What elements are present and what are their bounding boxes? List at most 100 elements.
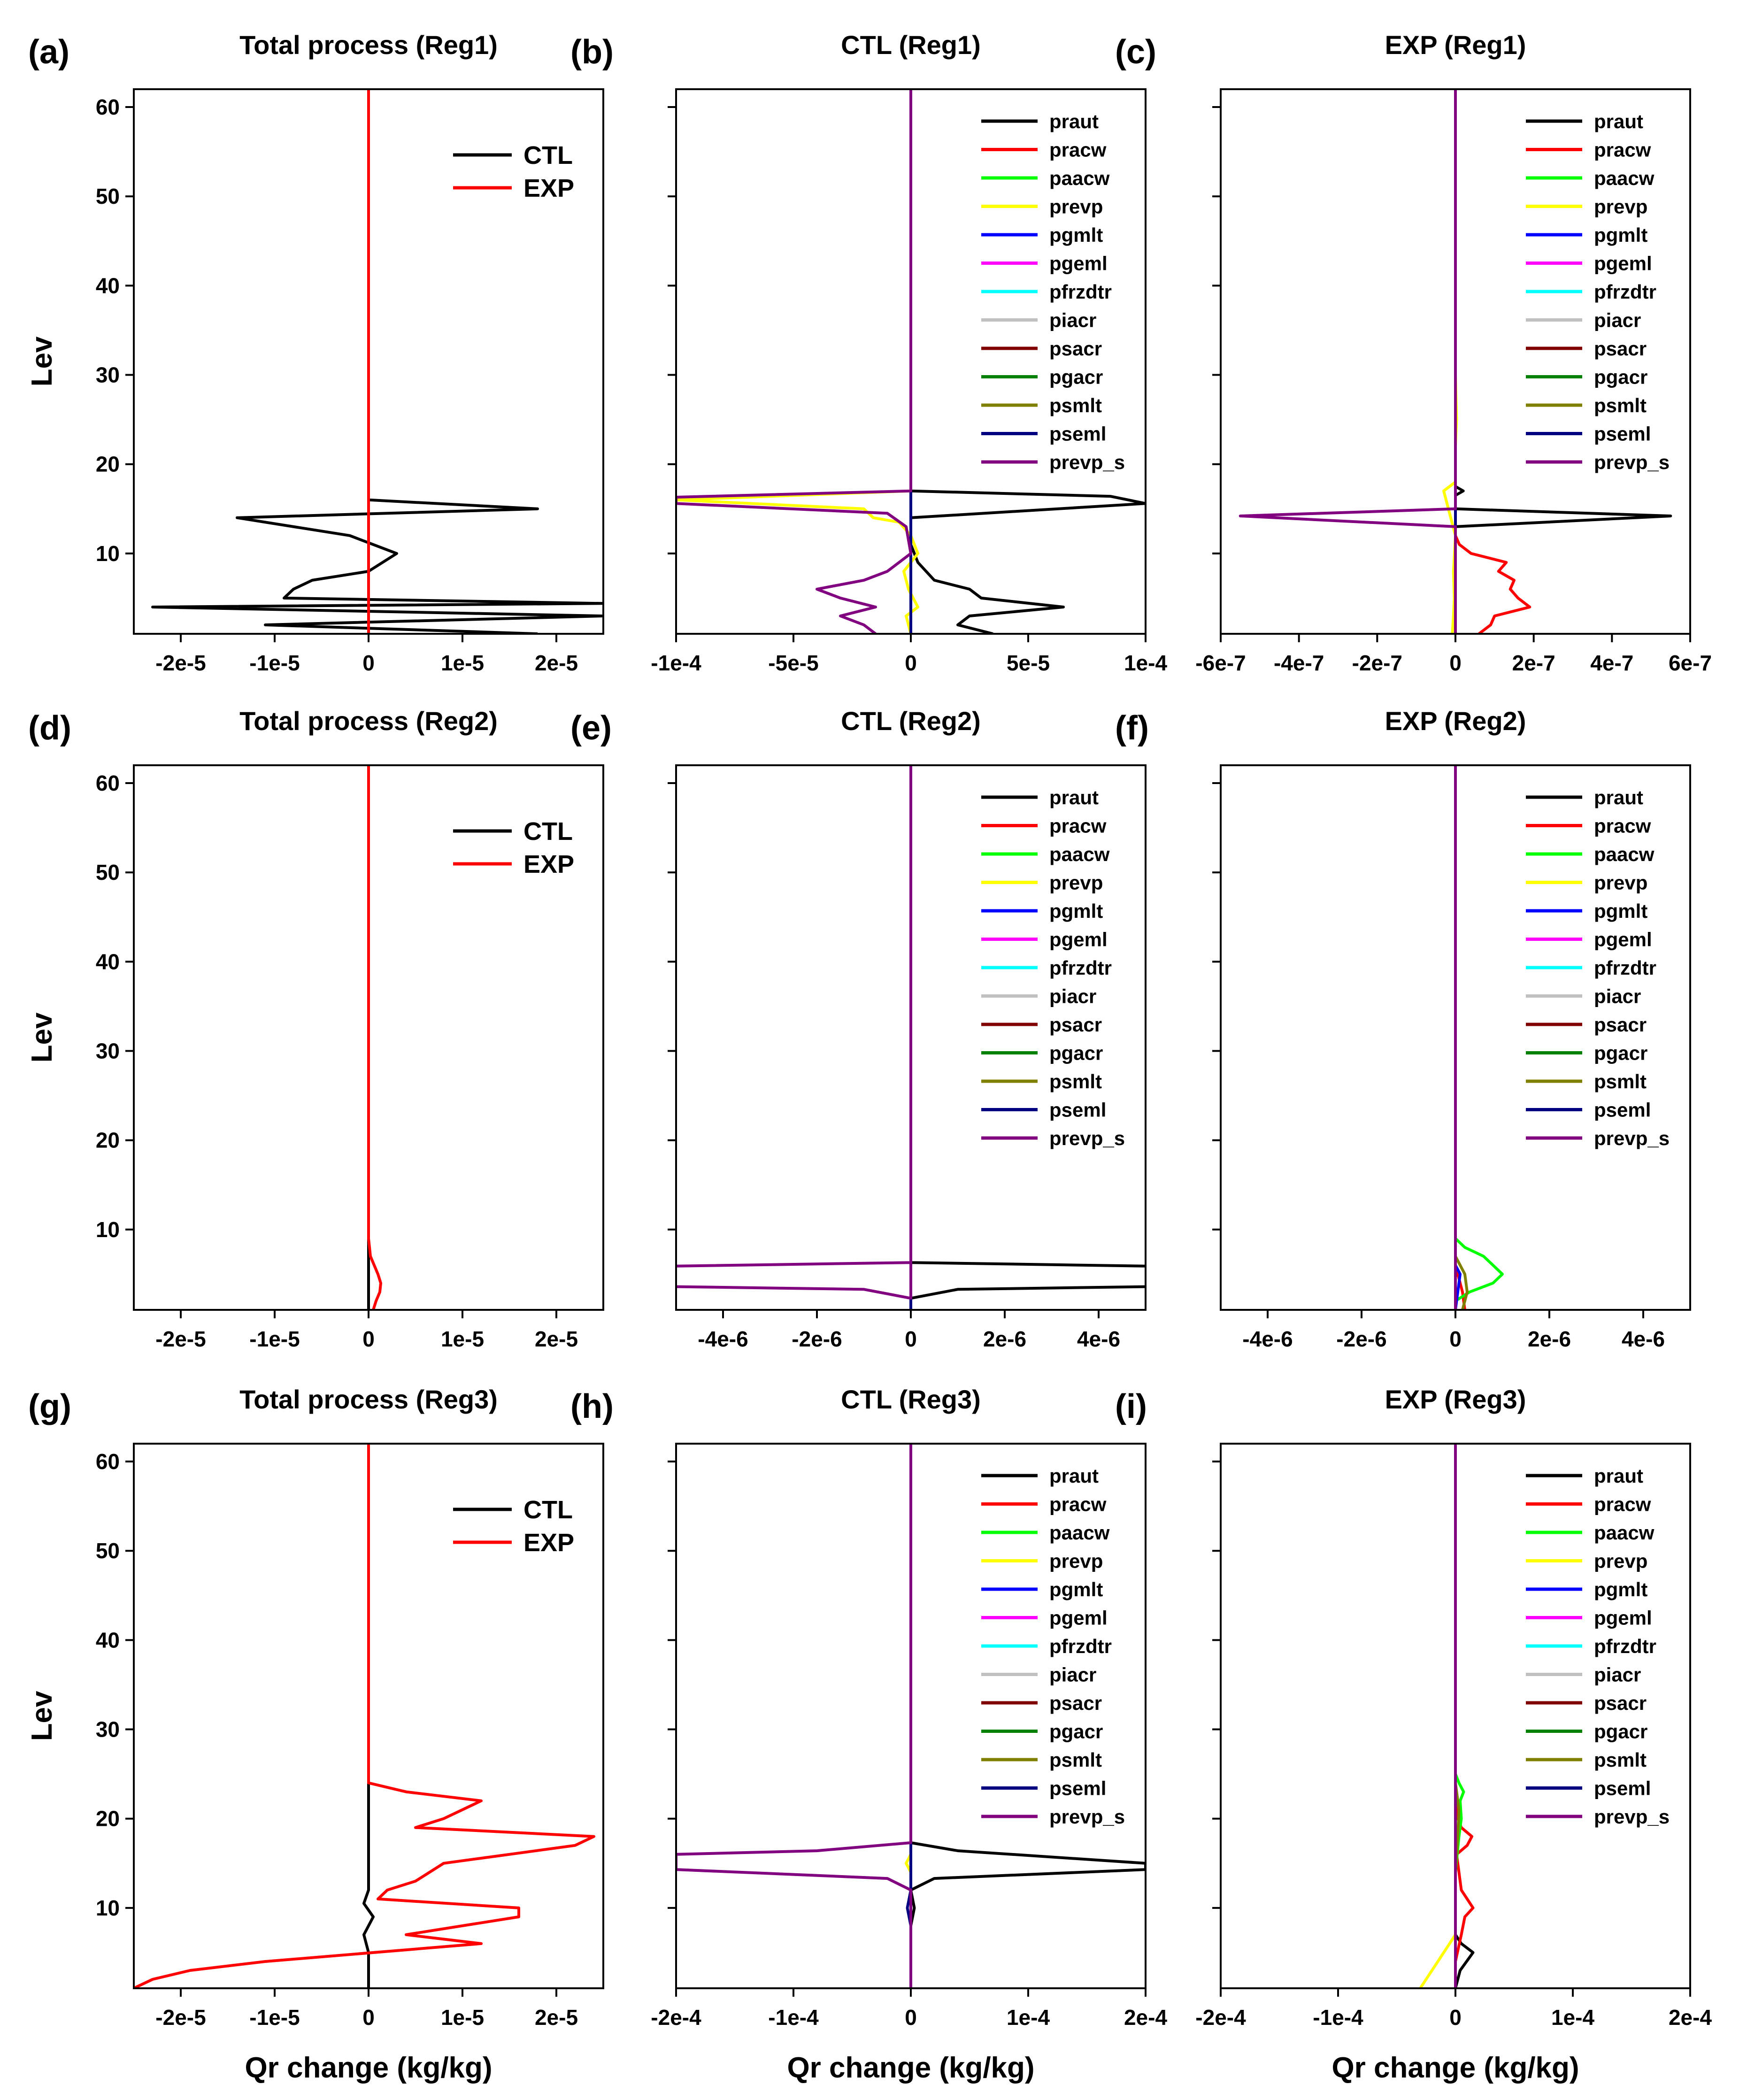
legend: praut pracw paacw prevp pgmlt pgeml pfrzdtr pia… [981, 1465, 1125, 1828]
legend-label: piacr [1049, 985, 1096, 1008]
y-axis-label: Lev [26, 1691, 58, 1741]
panel-e: -4e-6 -2e-6 0 2e-6 4e-6(e) CTL (Reg2)prautpra… [570, 706, 1147, 1351]
legend-label: pgeml [1049, 929, 1108, 951]
panel-title: CTL (Reg3) [841, 1385, 981, 1414]
panel-h: -2e-4 -1e-4 0 1e-4 2e-4 (h) CTL (Reg3) Qr chang… [570, 1385, 1167, 2084]
x-tick-label: -2e-4 [651, 2005, 701, 2030]
legend-label: paacw [1594, 167, 1655, 189]
x-tick-label: 1e-4 [1007, 2005, 1050, 2030]
series-line-paacw [1454, 765, 1504, 1302]
series-line-psmlt [1454, 765, 1469, 1310]
series-group [134, 1444, 595, 1988]
x-tick-label: -6e-7 [1195, 651, 1246, 675]
legend-label: pracw [1594, 139, 1651, 161]
panel-i: -2e-4 -1e-4 0 1e-4 2e-4 (i) EXP (Reg3) Qr chang… [1115, 1385, 1712, 2084]
legend-label: paacw [1049, 1522, 1110, 1544]
legend-label: praut [1594, 1465, 1643, 1487]
panel-tag: (f) [1115, 709, 1149, 747]
x-tick-label: -2e-5 [155, 2005, 206, 2030]
y-tick-label: 30 [96, 1039, 120, 1063]
legend-label: prevp_s [1049, 451, 1125, 473]
x-tick-label: 2e-6 [1528, 1327, 1571, 1351]
panel-title: EXP (Reg1) [1385, 30, 1526, 60]
legend-label: pfrzdtr [1049, 281, 1112, 303]
legend-label: paacw [1594, 843, 1655, 865]
series-line-praut [909, 1444, 1146, 1926]
x-tick-label: 1e-4 [1551, 2005, 1594, 2030]
legend-label: pseml [1049, 1099, 1106, 1121]
y-tick-label: 10 [96, 1217, 120, 1242]
panel-title: Total process (Reg3) [239, 1385, 498, 1414]
x-tick-label: -1e-4 [768, 2005, 819, 2030]
series-line-prevp [1419, 1444, 1457, 1988]
x-tick-label: 4e-6 [1077, 1327, 1120, 1351]
x-tick-label: 1e-4 [1124, 651, 1167, 675]
legend-label: praut [1049, 1465, 1099, 1487]
x-tick-label: 4e-6 [1622, 1327, 1665, 1351]
legend-label: EXP [523, 1529, 574, 1557]
y-tick-label: 60 [96, 771, 120, 795]
legend-label: CTL [523, 141, 573, 169]
legend-label: psmlt [1594, 1070, 1647, 1092]
legend-label: pseml [1594, 1099, 1651, 1121]
series-group [676, 1444, 1146, 1988]
legend-label: pseml [1594, 1777, 1651, 1800]
x-tick-label: 2e-5 [535, 1327, 578, 1351]
legend-label: EXP [523, 174, 574, 202]
legend: CTL EXP [453, 1496, 574, 1557]
x-tick-label: -2e-4 [1195, 2005, 1246, 2030]
panel-a: -2e-5 -1e-5 0 1e-5 2e-5 10 20 30 40 50 60 (a) Total … [26, 30, 604, 675]
x-axis-label: Qr change (kg/kg) [1331, 2052, 1579, 2084]
legend-label: pgmlt [1594, 900, 1647, 922]
legend-label: pfrzdtr [1594, 957, 1656, 979]
series-group [1454, 765, 1504, 1310]
legend-label: pgeml [1594, 253, 1652, 275]
x-tick-label: 0 [1449, 1327, 1462, 1351]
legend-label: psmlt [1049, 1749, 1102, 1771]
series-line-CTL [362, 1444, 375, 1988]
series-line-prevp_s [1239, 89, 1457, 634]
legend-label: pracw [1049, 139, 1107, 161]
legend: CTL EXP [453, 141, 574, 202]
y-tick-label: 50 [96, 184, 120, 208]
legend-label: pgmlt [1049, 900, 1103, 922]
legend-label: pgeml [1594, 929, 1652, 951]
legend-label: pseml [1049, 1777, 1106, 1800]
legend-label: prevp_s [1049, 1127, 1125, 1149]
x-tick-label: 0 [905, 651, 917, 675]
x-tick-label: -2e-7 [1352, 651, 1402, 675]
legend-label: pgeml [1049, 253, 1108, 275]
legend-label: praut [1049, 110, 1099, 132]
legend-label: pgmlt [1049, 1578, 1103, 1600]
series-group [1419, 1444, 1475, 1988]
series-line-prevp_s [676, 89, 912, 634]
panel-title: EXP (Reg3) [1385, 1385, 1526, 1414]
panel-tag: (i) [1115, 1388, 1147, 1425]
legend-label: psacr [1049, 1014, 1102, 1036]
x-tick-label: -5e-5 [768, 651, 818, 675]
y-tick-label: 20 [96, 452, 120, 477]
x-tick-label: 2e-5 [535, 2005, 578, 2030]
legend-label: piacr [1049, 309, 1096, 331]
x-tick-label: -2e-5 [155, 651, 206, 675]
x-tick-label: 6e-7 [1669, 651, 1712, 675]
legend-label: pseml [1049, 423, 1106, 445]
series-line-EXP [134, 1444, 595, 1988]
legend-label: pfrzdtr [1049, 957, 1112, 979]
legend: praut pracw paacw prevp pgmlt pgeml pfrzdtr pia… [1526, 786, 1670, 1149]
x-tick-label: -2e-6 [1336, 1327, 1386, 1351]
x-tick-label: -2e-5 [155, 1327, 206, 1351]
x-tick-label: 0 [362, 2005, 375, 2030]
legend-label: psacr [1594, 338, 1647, 360]
x-tick-label: 1e-5 [441, 2005, 484, 2030]
legend-label: praut [1594, 110, 1643, 132]
y-tick-label: 40 [96, 949, 120, 974]
x-tick-label: 0 [905, 2005, 917, 2030]
y-axis-label: Lev [26, 336, 58, 386]
legend-label: pracw [1049, 815, 1107, 837]
legend-label: psacr [1049, 1692, 1102, 1714]
legend-label: prevp [1594, 872, 1647, 894]
series-line-praut [909, 765, 1146, 1300]
x-tick-label: 0 [905, 1327, 917, 1351]
panel-tag: (b) [570, 33, 614, 71]
